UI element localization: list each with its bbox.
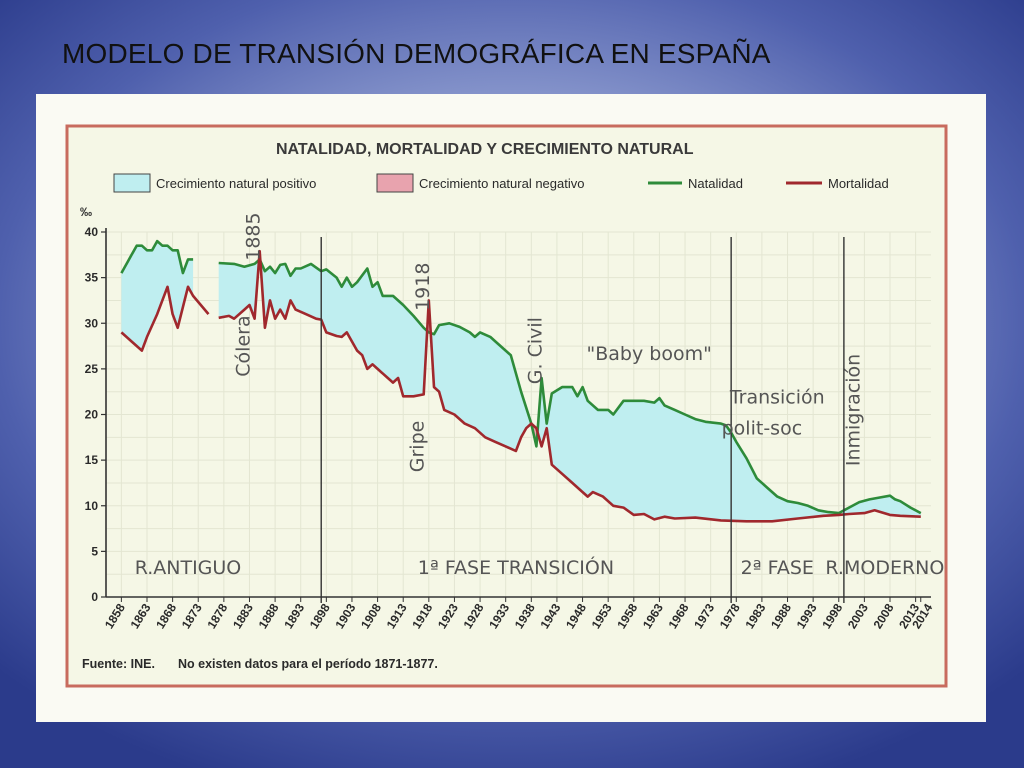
positive-growth-area (537, 378, 921, 522)
chart-title: NATALIDAD, MORTALIDAD Y CRECIMIENTO NATU… (276, 141, 694, 158)
annotation-label: Transición (729, 387, 825, 409)
y-tick-label: 30 (85, 316, 99, 330)
period-label: 1ª FASE TRANSICIÓN (418, 555, 614, 579)
slide-title: MODELO DE TRANSIÓN DEMOGRÁFICA EN ESPAÑA (62, 38, 771, 69)
mortalidad-line (218, 249, 921, 523)
period-label: R.ANTIGUO (135, 557, 242, 579)
period-labels: R.ANTIGUO 1ª FASE TRANSICIÓN 2ª FASE R.MODE… (135, 555, 945, 579)
annotation-label: 1885 (243, 212, 265, 260)
positive-growth-area (121, 241, 194, 351)
axes (105, 228, 931, 598)
annotation-label: polit-soc (722, 418, 803, 440)
legend-label-positive: Crecimiento natural positivo (156, 176, 316, 191)
annotation-label: 1918 (412, 263, 434, 311)
annotation-label: Gripe (407, 421, 429, 473)
grid (106, 231, 931, 598)
source-label: Fuente: INE. (82, 657, 155, 671)
chart-photo: NATALIDAD, MORTALIDAD Y CRECIMIENTO NATU… (36, 94, 986, 722)
legend-label-natalidad: Natalidad (688, 176, 743, 191)
y-tick-label: 10 (85, 499, 99, 513)
legend-swatch-positive (113, 173, 151, 193)
annotation-label: Cólera (232, 315, 254, 376)
positive-growth-area (431, 323, 533, 451)
growth-areas (121, 241, 921, 522)
legend-label-negative: Crecimiento natural negativo (419, 176, 584, 191)
annotation-label: "Baby boom" (587, 343, 712, 365)
y-axis-unit: ‰ (80, 205, 92, 219)
y-tick-labels: 0 5 10 15 20 25 30 35 40 (85, 225, 106, 604)
demographic-chart: NATALIDAD, MORTALIDAD Y CRECIMIENTO NATU… (65, 124, 948, 688)
y-tick-label: 15 (85, 453, 99, 467)
legend-swatch-negative (376, 173, 414, 193)
period-dividers (320, 237, 845, 603)
y-tick-label: 20 (85, 408, 99, 422)
y-tick-label: 5 (91, 544, 98, 558)
annotations: 1885 Cólera 1918 Gripe G. Civil "Baby boom" Tr… (232, 212, 864, 472)
mortalidad-line (120, 285, 210, 352)
y-tick-label: 25 (85, 362, 99, 376)
period-label: R.MODERNO (825, 557, 944, 579)
positive-growth-area (218, 251, 260, 319)
period-label: 2ª FASE (741, 557, 814, 579)
no-data-note: No existen datos para el período 1871-18… (178, 657, 438, 671)
natalidad-line (218, 258, 922, 515)
natalidad-line (120, 239, 194, 275)
annotation-label: G. Civil (525, 317, 547, 384)
annotation-label: Inmigración (842, 354, 864, 466)
series-lines (120, 239, 922, 523)
y-tick-label: 40 (85, 225, 99, 239)
legend: Crecimiento natural positivo Crecimiento… (113, 173, 889, 193)
positive-growth-area (261, 262, 428, 397)
legend-label-mortalidad: Mortalidad (828, 176, 889, 191)
y-tick-label: 35 (85, 271, 99, 285)
y-tick-label: 0 (91, 590, 98, 604)
